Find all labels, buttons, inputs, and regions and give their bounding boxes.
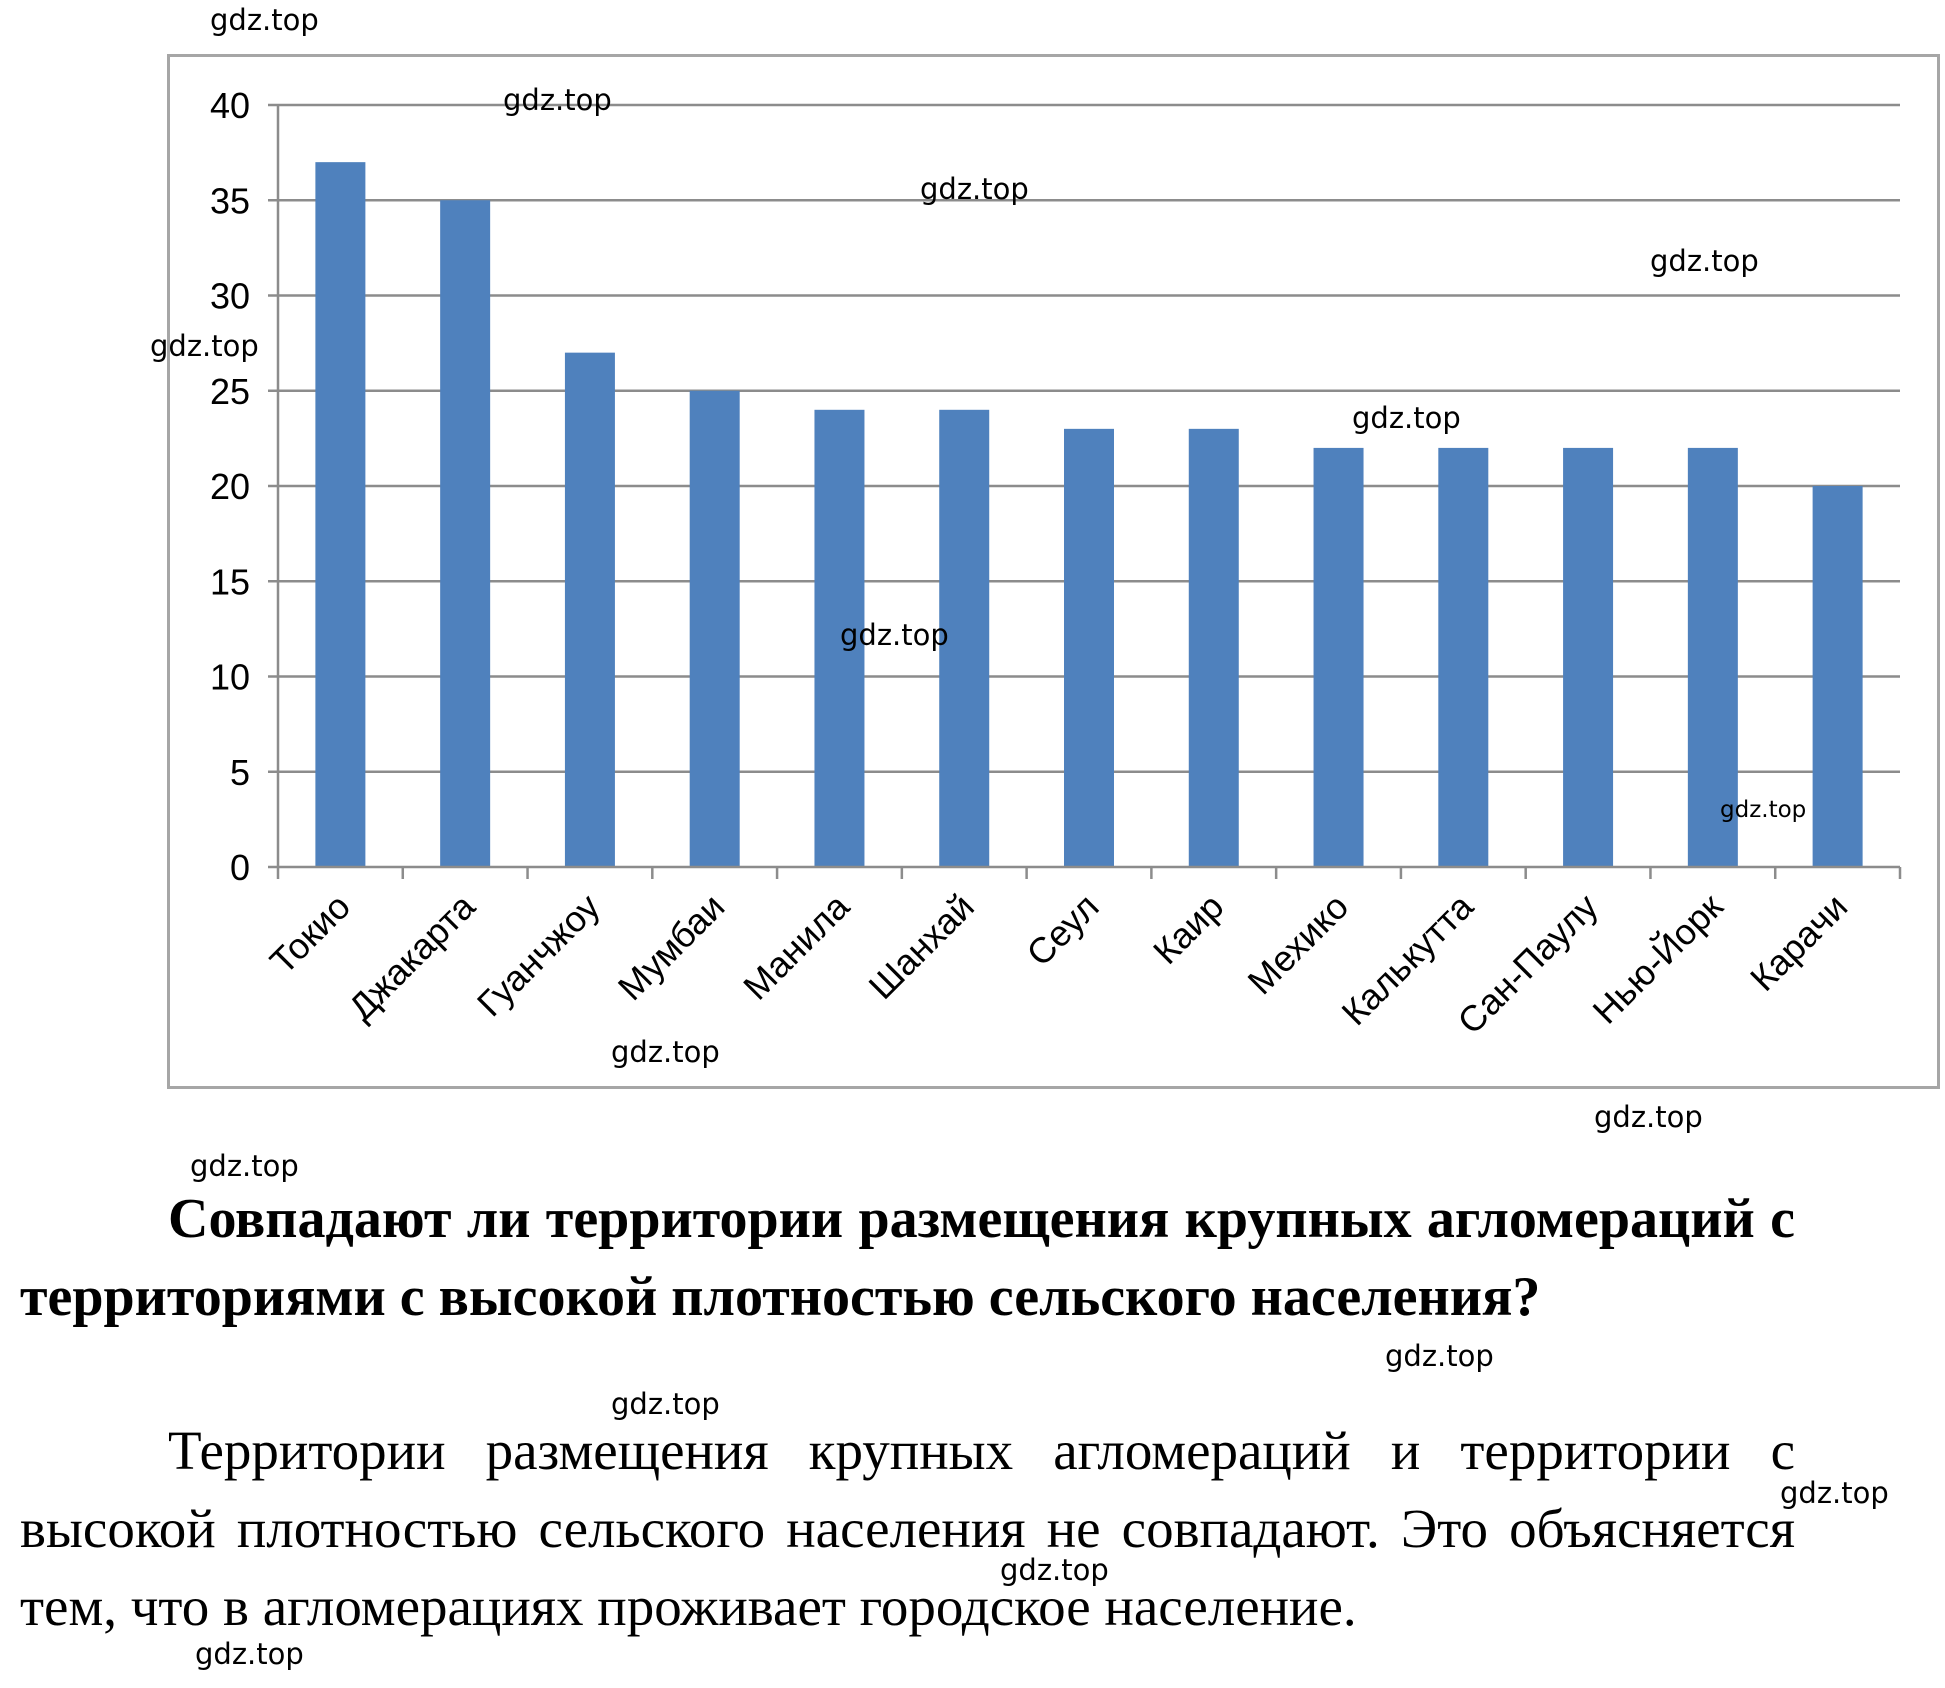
watermark: gdz.top: [1780, 1476, 1889, 1510]
bar: [564, 352, 615, 867]
watermark: gdz.top: [611, 1035, 720, 1069]
bar: [1687, 447, 1738, 867]
watermark: gdz.top: [1385, 1339, 1494, 1373]
answer-text: Территории размещения крупных агломераци…: [20, 1420, 1795, 1637]
bar: [1438, 447, 1489, 867]
x-tick-label: Каир: [1145, 886, 1231, 972]
watermark: gdz.top: [1594, 1100, 1703, 1134]
x-tick-label: Шанхай: [861, 886, 982, 1007]
bars: [315, 162, 1863, 867]
watermark: gdz.top: [210, 3, 319, 37]
watermark: gdz.top: [1352, 401, 1461, 435]
y-tick-label: 20: [210, 466, 250, 507]
watermark: gdz.top: [1000, 1553, 1109, 1587]
x-tick-label: Гуанчжоу: [469, 886, 608, 1025]
x-tick-label: Сеул: [1018, 886, 1106, 974]
watermark: gdz.top: [920, 172, 1029, 206]
y-tick-label: 15: [210, 561, 250, 602]
bar: [1313, 447, 1364, 867]
bar: [814, 409, 865, 867]
x-tick-label: Манила: [735, 885, 858, 1008]
bar: [689, 390, 740, 867]
y-tick-label: 10: [210, 657, 250, 698]
bar: [1188, 428, 1239, 867]
x-tick-label: Мумбаи: [610, 886, 733, 1009]
axes: [268, 103, 1902, 879]
x-tick-label: Токио: [262, 886, 358, 982]
x-tick-label: Мехико: [1240, 886, 1357, 1003]
x-tick-label: Карачи: [1742, 886, 1855, 999]
y-tick-label: 35: [210, 180, 250, 221]
watermark: gdz.top: [840, 618, 949, 652]
watermark: gdz.top: [1720, 797, 1807, 823]
x-tick-label: Джакарта: [340, 885, 483, 1028]
watermark: gdz.top: [611, 1387, 720, 1421]
y-tick-label: 40: [210, 85, 250, 126]
bar: [1064, 428, 1114, 867]
question-text: Совпадают ли территории размещения крупн…: [20, 1188, 1795, 1328]
y-tick-label: 5: [230, 752, 250, 793]
y-tick-label: 25: [210, 371, 250, 412]
bar: [1812, 486, 1863, 867]
bar: [440, 200, 491, 867]
watermark: gdz.top: [195, 1637, 304, 1671]
y-tick-labels: 0 5 10 15 20 25 30 35 40: [210, 85, 250, 888]
y-tick-label: 0: [230, 847, 250, 888]
bar: [315, 162, 366, 867]
watermark: gdz.top: [150, 329, 259, 363]
y-tick-label: 30: [210, 276, 250, 317]
watermark: gdz.top: [1650, 244, 1759, 278]
bar: [939, 409, 990, 867]
watermark: gdz.top: [190, 1149, 299, 1183]
bar: [1563, 447, 1614, 867]
x-tick-label: Нью-Йорк: [1584, 885, 1731, 1032]
chart-frame: 0 5 10 15 20 25 30 35 40 Токио Джакарта Гуанчжоу Му…: [167, 54, 1940, 1089]
watermark: gdz.top: [503, 83, 612, 117]
